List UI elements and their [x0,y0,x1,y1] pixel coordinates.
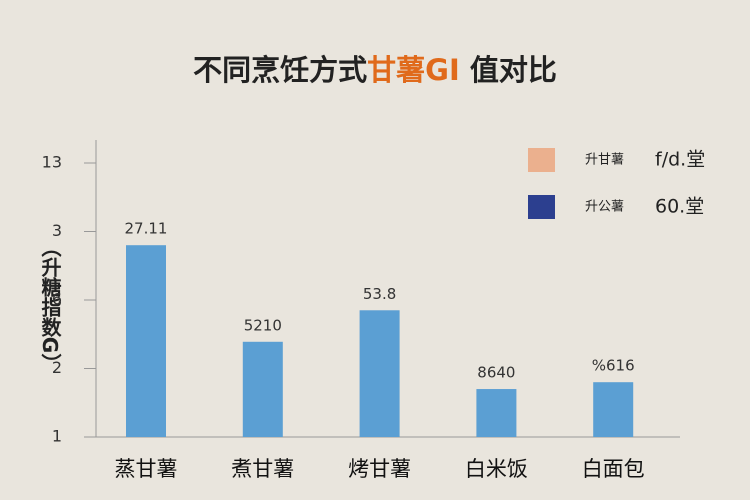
x-tick-label: 蒸甘薯 [115,457,178,481]
y-axis-label: （升糖指数G） [38,237,62,373]
value-label: 8640 [477,364,515,382]
x-tick-label: 烤甘薯 [348,457,411,481]
x-tick-label: 白面包 [582,457,645,481]
y-tick-label: 6 [52,290,62,309]
value-label: 27.11 [125,220,168,238]
x-tick-label: 白米饭 [465,457,528,481]
value-label: 53.8 [363,285,396,303]
title-part: 不同烹饪方式 [193,53,367,87]
legend-swatch [528,148,555,172]
title-part: 值对比 [460,53,557,87]
title-highlight: 甘薯GI [367,53,460,87]
bar [593,382,634,437]
y-tick-label: 2 [52,358,62,377]
legend-value: 60.堂 [655,196,704,218]
x-tick-label: 煮甘薯 [231,457,294,481]
value-label: 5210 [244,316,282,334]
value-label: %616 [592,357,635,375]
legend-label: 升甘薯 [585,153,624,168]
bar [359,310,400,437]
legend-label: 升公薯 [585,200,624,215]
y-tick-label: 13 [42,153,62,172]
bar [476,389,517,437]
y-tick-label: 3 [52,221,62,240]
chart-title: 不同烹饪方式甘薯GI 值对比 [193,53,557,87]
legend-value: f/d.堂 [655,149,705,171]
bar [242,341,283,437]
legend-swatch [528,195,555,219]
y-tick-label: 1 [52,427,62,446]
bar [126,245,166,437]
